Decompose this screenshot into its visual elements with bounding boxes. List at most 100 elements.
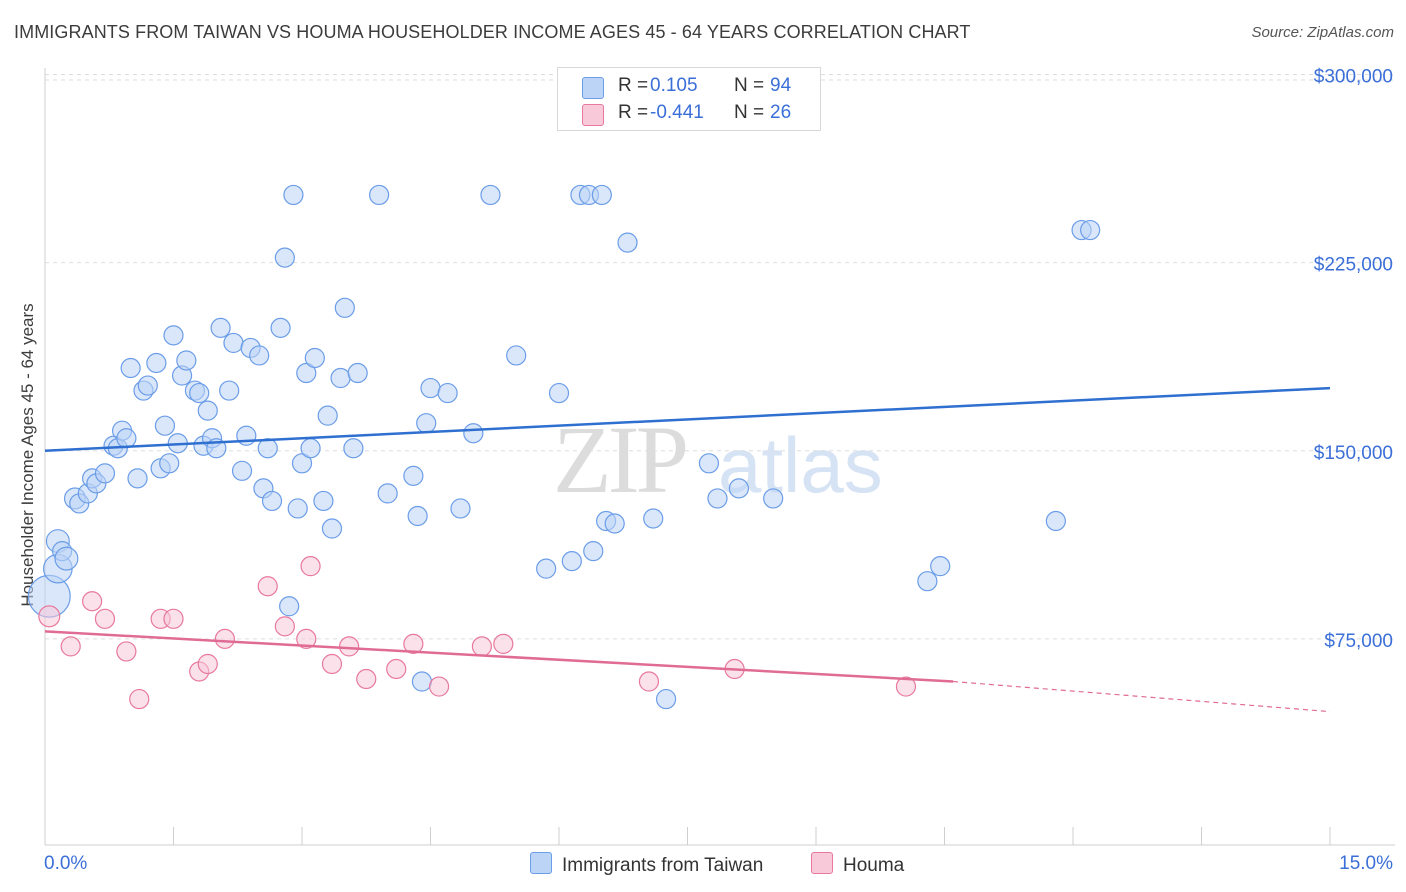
houma-point	[493, 633, 514, 655]
taiwan-point	[210, 317, 231, 338]
houma-point	[38, 605, 61, 628]
chart-title: IMMIGRANTS FROM TAIWAN VS HOUMA HOUSEHOL…	[14, 22, 971, 42]
n-value: 26	[770, 102, 792, 123]
taiwan-point	[321, 518, 343, 539]
taiwan-point	[334, 297, 355, 318]
taiwan-point	[317, 405, 338, 426]
taiwan-point	[548, 382, 570, 404]
x-tick-label: 15.0%	[1339, 853, 1393, 874]
houma-point	[356, 668, 377, 690]
taiwan-point	[300, 438, 321, 459]
taiwan-point	[377, 483, 398, 504]
r-label: R =	[618, 102, 649, 123]
houma-point	[300, 556, 321, 577]
taiwan-point	[369, 184, 390, 206]
taiwan-point	[270, 317, 291, 338]
houma-trend-line	[44, 630, 954, 683]
y-tick-label: $225,000	[1314, 255, 1393, 276]
taiwan-point	[1045, 510, 1066, 532]
taiwan-point	[728, 478, 750, 499]
taiwan-point	[698, 453, 720, 474]
legend-label-houma: Houma	[843, 855, 905, 876]
houma-swatch	[582, 104, 604, 126]
y-tick-label: $300,000	[1314, 67, 1393, 88]
taiwan-point	[561, 551, 582, 572]
taiwan-point	[94, 463, 116, 484]
taiwan-point	[1080, 219, 1101, 241]
houma-point	[386, 658, 407, 680]
houma-point	[339, 636, 360, 657]
taiwan-point	[930, 556, 951, 577]
taiwan-point	[257, 438, 278, 459]
taiwan-point	[583, 540, 604, 562]
taiwan-point	[249, 345, 270, 366]
x-tick-label: 0.0%	[44, 853, 87, 874]
taiwan-point	[279, 596, 300, 617]
houma-trend-extension	[953, 680, 1331, 713]
r-label: R =	[618, 75, 649, 96]
taiwan-point	[137, 375, 158, 396]
houma-point	[82, 591, 103, 612]
taiwan-point	[223, 332, 244, 354]
houma-swatch	[811, 852, 833, 874]
taiwan-point	[407, 505, 428, 527]
taiwan-point	[54, 546, 79, 571]
n-value: 94	[770, 75, 792, 96]
taiwan-point	[437, 382, 458, 404]
taiwan-point	[154, 415, 176, 436]
taiwan-point	[261, 490, 283, 512]
taiwan-point	[450, 498, 471, 519]
taiwan-point	[343, 438, 364, 459]
houma-point	[895, 676, 917, 697]
taiwan-point	[313, 490, 334, 512]
taiwan-swatch	[530, 852, 552, 874]
taiwan-point	[231, 460, 253, 481]
taiwan-point	[219, 380, 240, 401]
houma-point	[296, 628, 317, 649]
taiwan-point	[480, 184, 501, 206]
houma-point	[116, 641, 137, 662]
houma-point	[321, 653, 343, 675]
taiwan-point	[330, 367, 351, 389]
legend-item-houma[interactable]: Houma	[811, 852, 904, 877]
taiwan-point	[917, 571, 938, 592]
houma-point	[274, 616, 295, 637]
legend-item-taiwan[interactable]: Immigrants from Taiwan	[530, 852, 763, 877]
taiwan-point	[763, 488, 784, 509]
taiwan-point	[707, 488, 728, 509]
taiwan-point	[411, 671, 433, 692]
taiwan-point	[283, 184, 304, 206]
taiwan-point	[617, 232, 638, 253]
taiwan-point	[120, 357, 141, 379]
taiwan-point	[403, 465, 424, 486]
taiwan-point	[189, 382, 210, 404]
taiwan-point	[463, 423, 484, 444]
taiwan-point	[159, 453, 180, 474]
houma-point	[94, 608, 116, 629]
taiwan-swatch	[582, 77, 604, 99]
n-label: N =	[734, 75, 765, 96]
houma-point	[197, 653, 218, 675]
n-label: N =	[734, 102, 765, 123]
houma-point	[129, 688, 150, 710]
taiwan-point	[304, 347, 325, 369]
taiwan-point	[146, 352, 167, 374]
houma-point	[257, 576, 278, 597]
taiwan-trend-line	[44, 386, 1331, 453]
houma-point	[403, 633, 424, 655]
taiwan-point	[296, 362, 317, 384]
taiwan-point	[291, 453, 313, 474]
taiwan-point	[591, 184, 612, 206]
taiwan-point	[536, 558, 557, 579]
correlation-legend: R = 0.105 N = 94 R = -0.441 N = 26	[557, 67, 821, 131]
houma-point	[214, 628, 235, 649]
taiwan-point	[643, 508, 664, 529]
taiwan-point	[163, 325, 184, 346]
taiwan-point	[274, 247, 295, 268]
r-value: 0.105	[650, 75, 698, 96]
taiwan-point	[506, 345, 527, 366]
taiwan-point	[176, 350, 197, 371]
taiwan-point	[655, 688, 677, 710]
taiwan-point	[604, 513, 625, 534]
